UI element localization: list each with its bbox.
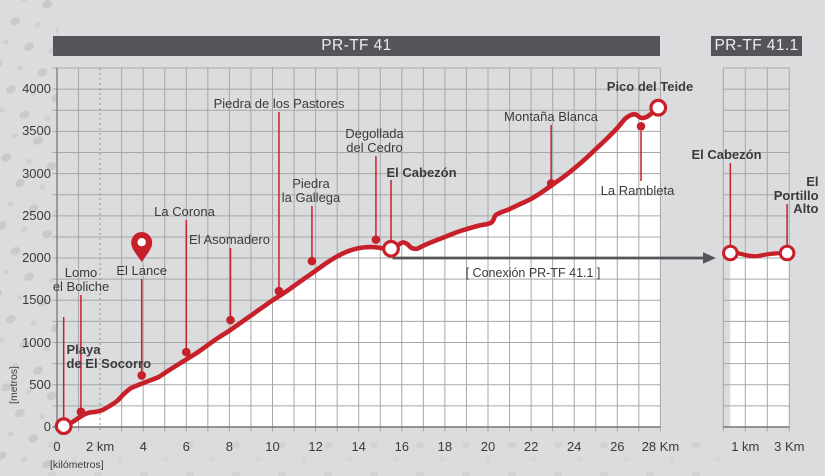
pico-del-teide-ring	[649, 98, 668, 117]
connection-arrow	[392, 252, 716, 264]
playa-de-el-socorro-ring	[54, 417, 73, 436]
under-curve-fill	[63, 107, 790, 427]
main-profile-line	[61, 105, 661, 429]
el-lance-dot	[137, 371, 146, 380]
el-cabezon-side-ring	[722, 244, 739, 262]
el-asomadero-dot	[226, 315, 235, 325]
el-portillo-alto-ring	[778, 244, 796, 262]
decorative-dots-bottom	[40, 433, 720, 476]
location-pin-icon	[131, 232, 153, 262]
main-route-title: PR-TF 41	[321, 37, 392, 54]
degollada-del-cedro-dot	[371, 235, 381, 244]
side-profile-line	[728, 250, 790, 259]
side-route-title-bar: PR-TF 41.1	[711, 36, 802, 56]
side-route-title: PR-TF 41.1	[714, 37, 799, 54]
main-route-title-bar: PR-TF 41	[53, 36, 660, 56]
piedra-la-gallega-dot	[307, 256, 317, 266]
elevation-profile-lines	[61, 105, 790, 429]
la-rambleta-dot	[636, 121, 646, 131]
la-corona-dot	[182, 347, 191, 357]
arrow-head-icon	[703, 252, 716, 264]
grid-lines	[52, 67, 790, 432]
axis-lines	[52, 68, 790, 432]
marker-leader-lines	[62, 112, 788, 419]
el-cabezon-ring	[382, 239, 400, 258]
endpoint-rings	[54, 98, 796, 436]
